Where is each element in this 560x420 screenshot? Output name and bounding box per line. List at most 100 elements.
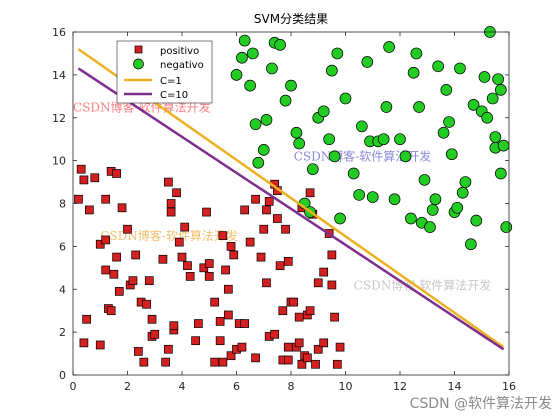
negativo-point	[230, 69, 243, 81]
positivo-point	[319, 338, 329, 348]
positivo-point	[210, 297, 220, 307]
negativo-point	[426, 204, 439, 216]
positivo-point	[76, 164, 86, 174]
positivo-point	[79, 338, 89, 348]
positivo-point	[245, 237, 255, 247]
negativo-point	[293, 137, 306, 150]
positivo-point	[335, 342, 345, 352]
negativo-point	[334, 212, 346, 225]
corner-watermark: CSDN @软件算法开发	[410, 396, 552, 412]
negativo-point	[440, 84, 453, 96]
negativo-point	[274, 39, 286, 51]
positivo-point	[112, 252, 121, 262]
positivo-point	[84, 205, 94, 215]
negativo-point	[306, 163, 319, 176]
legend-label-c10: C=10	[160, 90, 188, 101]
positivo-point	[297, 359, 307, 369]
negativo-point	[377, 133, 390, 146]
y-tick-label: 4	[59, 283, 66, 296]
positivo-point	[185, 272, 195, 281]
positivo-point	[311, 359, 320, 369]
negativo-point	[394, 133, 406, 146]
y-tick-label: 8	[59, 198, 66, 211]
positivo-point	[294, 338, 304, 348]
negativo-point	[361, 56, 374, 68]
positivo-point	[174, 237, 184, 247]
negativo-point	[486, 92, 499, 105]
negativo-point	[326, 64, 338, 77]
negativo-point	[323, 133, 335, 146]
y-tick-label: 16	[52, 26, 66, 39]
positivo-point	[74, 194, 83, 204]
legend-box	[116, 40, 213, 104]
x-tick-label: 4	[179, 380, 186, 393]
positivo-point	[112, 169, 121, 178]
positivo-point	[177, 252, 187, 262]
positivo-point	[262, 278, 271, 288]
negativo-point	[317, 105, 330, 118]
positivo-point	[283, 355, 293, 365]
negativo-point	[247, 47, 259, 60]
positivo-point	[128, 276, 138, 286]
positivo-point	[313, 344, 323, 354]
positivo-point	[327, 250, 337, 260]
negativo-point	[331, 47, 344, 60]
negativo-point	[399, 150, 412, 163]
negativo-point	[467, 99, 480, 111]
watermark-layer: CSDN博客-软件算法开发CSDN博客-软件算法开发CSDN博客-软件算法开发C…	[73, 99, 491, 292]
y-tick-label: 6	[59, 240, 66, 253]
positivo-point	[210, 357, 220, 367]
decision-line-c10	[77, 67, 505, 351]
positivo-point	[215, 336, 225, 346]
negativo-point	[257, 144, 270, 156]
positivo-point	[101, 235, 111, 245]
legend: positivo negativo C=1 C=10	[116, 40, 213, 104]
points-layer	[74, 26, 513, 369]
positivo-point	[226, 351, 236, 361]
positivo-point	[327, 280, 337, 290]
negativo-point	[443, 116, 455, 128]
positivo-point	[330, 312, 339, 322]
negativo-point	[418, 174, 431, 186]
positivo-point	[237, 342, 247, 352]
negativo-point	[451, 201, 464, 214]
negativo-point	[244, 79, 256, 92]
positivo-point	[305, 306, 315, 316]
positivo-point	[134, 347, 143, 356]
positivo-point	[164, 344, 173, 354]
negativo-point	[236, 51, 248, 64]
legend-marker-positivo	[134, 45, 143, 54]
y-tick-label: 0	[59, 369, 66, 382]
x-tick-label: 12	[393, 380, 407, 393]
y-tick-label: 12	[52, 112, 66, 125]
negativo-point	[424, 221, 436, 233]
positivo-point	[194, 319, 203, 328]
y-tick-label: 2	[59, 326, 66, 339]
negativo-point	[353, 189, 365, 201]
x-tick-label: 8	[288, 380, 295, 393]
positivo-point	[259, 224, 269, 234]
negativo-point	[489, 131, 502, 143]
negativo-point	[478, 71, 491, 83]
positivo-point	[117, 203, 127, 213]
negativo-point	[410, 47, 423, 60]
x-tick-label: 2	[124, 380, 131, 393]
positivo-point	[319, 267, 329, 277]
negativo-point	[429, 193, 442, 206]
positivo-point	[101, 265, 111, 275]
negativo-point	[454, 62, 466, 75]
positivo-point	[283, 342, 293, 352]
negativo-point	[260, 114, 273, 126]
positivo-point	[79, 175, 89, 185]
positivo-point	[131, 250, 141, 260]
positivo-point	[161, 357, 170, 367]
positivo-point	[264, 197, 274, 206]
axis-ticks-layer: 0 2 4 6 8 10 12 14 16 0 2 4 6 8 10 12 14 16	[52, 26, 516, 393]
positivo-point	[144, 276, 154, 286]
negativo-point	[492, 73, 504, 86]
positivo-point	[229, 250, 239, 260]
positivo-point	[101, 194, 111, 204]
legend-label-positivo: positivo	[160, 46, 199, 57]
legend-label-c1: C=1	[160, 76, 182, 87]
watermark-text: CSDN博客-软件算法开发	[354, 277, 492, 292]
